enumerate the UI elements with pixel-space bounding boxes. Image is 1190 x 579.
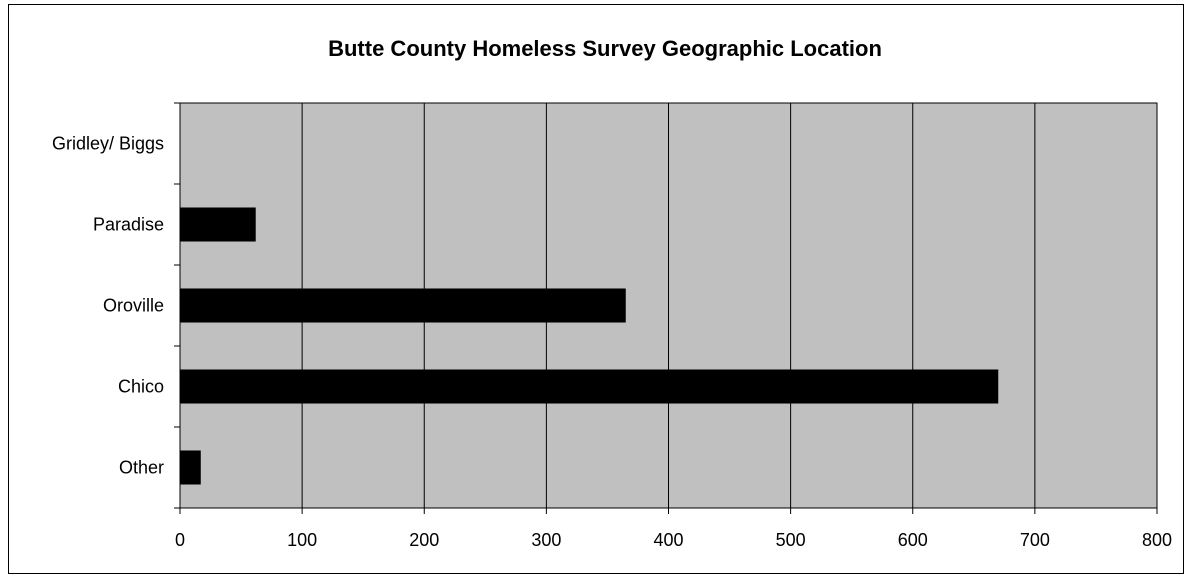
bars xyxy=(180,207,999,485)
x-tick-label: 800 xyxy=(1142,530,1172,550)
chart-title: Butte County Homeless Survey Geographic … xyxy=(328,36,882,61)
x-tick-label: 700 xyxy=(1020,530,1050,550)
x-tick-label: 100 xyxy=(287,530,317,550)
bar-other xyxy=(180,450,201,485)
category-label: Paradise xyxy=(93,215,164,235)
x-tick-label: 200 xyxy=(409,530,439,550)
category-label: Chico xyxy=(118,377,164,397)
bar-oroville xyxy=(180,288,626,323)
x-tick-label: 400 xyxy=(653,530,683,550)
x-tick-label: 0 xyxy=(175,530,185,550)
bar-chico xyxy=(180,369,999,404)
axes: 0 100 200 300 400 500 600 700 800 Gridley/ Biggs P… xyxy=(52,102,1172,550)
x-tick-label: 500 xyxy=(776,530,806,550)
x-tick-label: 600 xyxy=(898,530,928,550)
bar-paradise xyxy=(180,207,256,242)
category-label: Other xyxy=(119,458,164,478)
category-label: Oroville xyxy=(103,296,164,316)
x-tick-label: 300 xyxy=(531,530,561,550)
category-label: Gridley/ Biggs xyxy=(52,134,164,154)
